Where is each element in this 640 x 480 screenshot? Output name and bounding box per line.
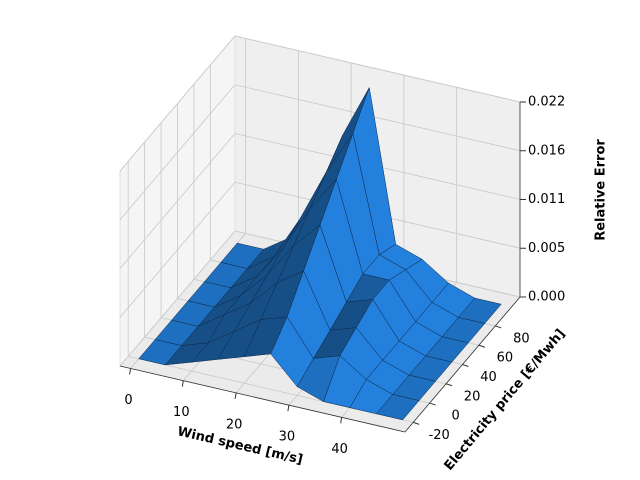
y-tick bbox=[445, 383, 453, 387]
grid-line bbox=[119, 181, 236, 318]
x-tick-label: 30 bbox=[279, 430, 296, 445]
grid-line bbox=[234, 84, 521, 152]
y-tick-label: 80 bbox=[513, 331, 530, 346]
x-tick-label: 40 bbox=[331, 442, 348, 457]
y-tick bbox=[462, 364, 469, 367]
surface-patch bbox=[375, 394, 420, 421]
grid-line bbox=[234, 35, 521, 103]
x-tick-label: 20 bbox=[226, 417, 243, 432]
x-tick bbox=[287, 405, 290, 412]
z-axis-label: Relative Error bbox=[594, 139, 609, 241]
x-tick bbox=[234, 392, 237, 399]
grid-line bbox=[119, 84, 236, 221]
grid-line bbox=[119, 230, 236, 367]
y-tick bbox=[413, 421, 420, 425]
y-tick bbox=[429, 402, 436, 406]
y-tick-label: 0 bbox=[452, 409, 460, 424]
z-tick-label: 0.022 bbox=[528, 95, 565, 110]
y-tick bbox=[495, 325, 502, 329]
x-tick bbox=[340, 417, 343, 424]
grid-line bbox=[119, 133, 236, 269]
x-tick bbox=[181, 380, 184, 387]
y-tick-label: -20 bbox=[429, 428, 450, 443]
grid-line bbox=[119, 35, 236, 172]
z-tick-label: 0.011 bbox=[528, 192, 565, 207]
y-tick-label: 40 bbox=[480, 370, 497, 385]
z-tick-label: 0.005 bbox=[528, 241, 565, 256]
x-tick-label: 0 bbox=[124, 393, 132, 408]
x-tick bbox=[129, 368, 132, 375]
x-tick-label: 10 bbox=[173, 405, 190, 420]
z-tick-label: 0.016 bbox=[528, 143, 565, 158]
y-tick-label: 20 bbox=[464, 389, 481, 404]
z-tick-label: 0.000 bbox=[528, 290, 565, 305]
y-tick-label: 60 bbox=[497, 351, 514, 366]
axis-line bbox=[119, 365, 406, 433]
y-tick bbox=[478, 344, 486, 348]
